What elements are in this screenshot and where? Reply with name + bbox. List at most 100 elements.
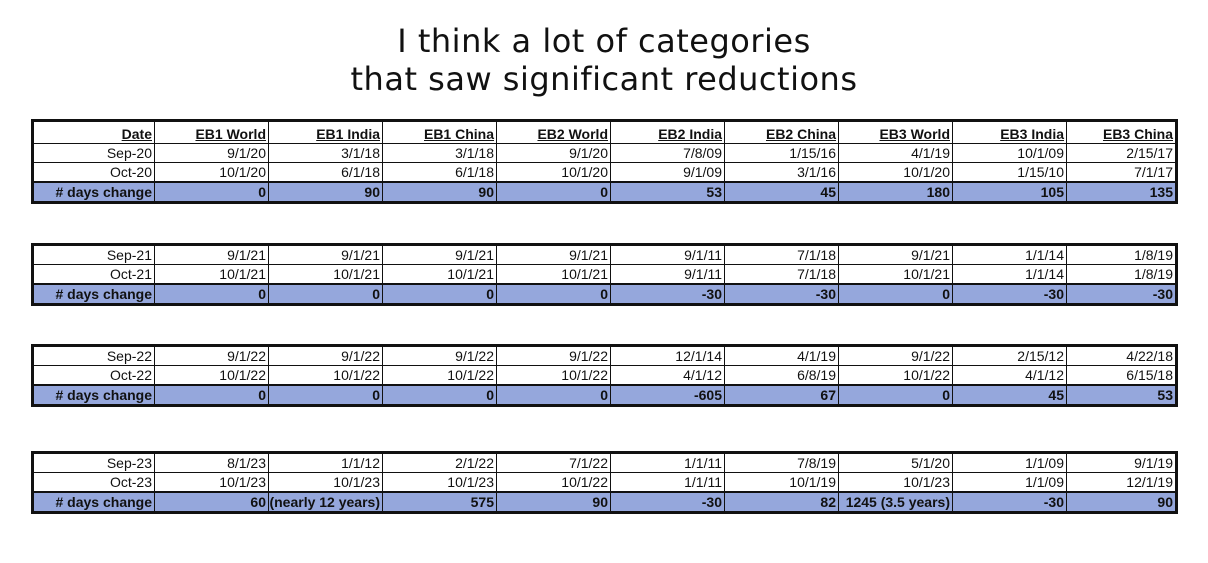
table-cell: 0 (268, 283, 383, 305)
table-cell: 53 (1066, 384, 1177, 406)
row-label: # days change (32, 384, 155, 406)
table-cell: 90 (1066, 491, 1177, 513)
table-cell: 0 (382, 283, 497, 305)
table-cell: 9/1/22 (382, 345, 497, 366)
table-cell: 6/8/19 (724, 365, 839, 385)
table-cell: 10/1/21 (496, 264, 611, 284)
row-label: # days change (32, 491, 155, 513)
table-cell: 0 (496, 181, 611, 203)
column-header: EB2 World (496, 120, 611, 144)
table-cell: 60 (154, 491, 269, 513)
table-cell: 10/1/19 (724, 472, 839, 492)
table-cell: 12/1/14 (610, 345, 725, 366)
table-cell: 2/1/22 (382, 452, 497, 473)
table-cell: 9/1/21 (154, 244, 269, 265)
table-row: Oct-23 10/1/23 10/1/23 10/1/23 10/1/22 1/1/11… (32, 472, 1177, 492)
table-cell: 10/1/23 (838, 472, 953, 492)
table-cell: 9/1/21 (838, 244, 953, 265)
table-cell: 1/1/11 (610, 472, 725, 492)
table-cell: 6/1/18 (382, 162, 497, 182)
days-change-row: # days change 0 90 90 0 53 45 180 105 135 (32, 181, 1177, 203)
table-cell: 7/8/09 (610, 143, 725, 163)
table-cell: 9/1/09 (610, 162, 725, 182)
table-cell: 10/1/22 (382, 365, 497, 385)
row-label: # days change (32, 181, 155, 203)
table-cell: (nearly 12 years) (268, 491, 383, 513)
column-header: EB3 China (1066, 120, 1177, 144)
row-label: Oct-21 (32, 264, 155, 284)
table-cell: 9/1/22 (838, 345, 953, 366)
table-cell: 10/1/22 (496, 365, 611, 385)
table-cell: 10/1/20 (496, 162, 611, 182)
table-cell: 1/1/14 (952, 244, 1067, 265)
table-cell: 575 (382, 491, 497, 513)
table-cell: 2/15/12 (952, 345, 1067, 366)
table-cell: 3/1/18 (382, 143, 497, 163)
table-cell: 7/1/18 (724, 264, 839, 284)
header-row: Date EB1 World EB1 India EB1 China EB2 World… (33, 120, 1177, 144)
column-header: EB1 World (154, 120, 269, 144)
column-header: EB1 China (382, 120, 497, 144)
table-cell: 10/1/22 (496, 472, 611, 492)
table-cell: 1/1/14 (952, 264, 1067, 284)
table-cell: 0 (496, 283, 611, 305)
table-cell: 90 (496, 491, 611, 513)
table-cell: 9/1/21 (496, 244, 611, 265)
days-change-row: # days change 60 (nearly 12 years) 575 90 -30… (32, 491, 1177, 513)
slide-title-line-2: that saw significant reductions (350, 60, 858, 98)
table-cell: 10/1/23 (382, 472, 497, 492)
table-cell: 90 (382, 181, 497, 203)
table-cell: 67 (724, 384, 839, 406)
visa-bulletin-table-2021: Sep-21 9/1/21 9/1/21 9/1/21 9/1/21 9/1/11 7/1/… (31, 243, 1178, 306)
table-cell: 10/1/20 (838, 162, 953, 182)
table-cell: -30 (610, 283, 725, 305)
table-cell: 10/1/21 (268, 264, 383, 284)
table-cell: -30 (952, 491, 1067, 513)
row-label: Oct-20 (32, 162, 155, 182)
table-cell: 1/1/09 (952, 452, 1067, 473)
column-header: EB2 India (610, 120, 725, 144)
table-row: Oct-21 10/1/21 10/1/21 10/1/21 10/1/21 9/1/11… (32, 264, 1177, 284)
table-cell: 10/1/22 (154, 365, 269, 385)
table-cell: 9/1/22 (154, 345, 269, 366)
table-row: Sep-20 9/1/20 3/1/18 3/1/18 9/1/20 7/8/09 1/15… (32, 143, 1177, 163)
table-cell: 7/1/18 (724, 244, 839, 265)
table-cell: 9/1/22 (496, 345, 611, 366)
table-cell: 90 (268, 181, 383, 203)
table-cell: 2/15/17 (1066, 143, 1177, 163)
table-cell: 0 (838, 283, 953, 305)
table-row: Oct-20 10/1/20 6/1/18 6/1/18 10/1/20 9/1/09 3/… (32, 162, 1177, 182)
table-cell: 10/1/20 (154, 162, 269, 182)
visa-bulletin-table-2020: Date EB1 World EB1 India EB1 China EB2 World… (31, 119, 1178, 204)
table-cell: 0 (838, 384, 953, 406)
table-cell: 9/1/20 (496, 143, 611, 163)
slide-title: I think a lot of categories that saw sig… (0, 22, 1208, 98)
table-cell: 9/1/11 (610, 244, 725, 265)
slide-title-line-1: I think a lot of categories (397, 22, 811, 60)
row-label: Oct-23 (32, 472, 155, 492)
table-row: Sep-23 8/1/23 1/1/12 2/1/22 7/1/22 1/1/11 7/8/… (33, 452, 1177, 473)
table-cell: 3/1/18 (268, 143, 383, 163)
row-label: Sep-21 (106, 246, 152, 263)
table-cell: -30 (724, 283, 839, 305)
table-cell: 1/8/19 (1066, 244, 1177, 265)
table-cell: 5/1/20 (838, 452, 953, 473)
table-cell: 7/1/17 (1066, 162, 1177, 182)
row-label: Sep-20 (32, 143, 155, 163)
row-label: # days change (32, 283, 155, 305)
column-header: EB3 World (838, 120, 953, 144)
row-label: Sep-23 (106, 454, 152, 471)
table-cell: 9/1/19 (1066, 452, 1177, 473)
table-cell: 10/1/09 (952, 143, 1067, 163)
table-cell: 9/1/21 (268, 244, 383, 265)
table-cell: 4/1/12 (952, 365, 1067, 385)
visa-bulletin-table-2023: Sep-23 8/1/23 1/1/12 2/1/22 7/1/22 1/1/11 7/8/… (31, 451, 1178, 514)
days-change-row: # days change 0 0 0 0 -605 67 0 45 53 (32, 384, 1177, 406)
table-row: Oct-22 10/1/22 10/1/22 10/1/22 10/1/22 4/1/12… (32, 365, 1177, 385)
table-cell: 1/1/09 (952, 472, 1067, 492)
table-cell: 3/1/16 (724, 162, 839, 182)
days-change-row: # days change 0 0 0 0 -30 -30 0 -30 -30 (32, 283, 1177, 305)
column-header: EB1 India (268, 120, 383, 144)
table-cell: 180 (838, 181, 953, 203)
table-cell: 53 (610, 181, 725, 203)
